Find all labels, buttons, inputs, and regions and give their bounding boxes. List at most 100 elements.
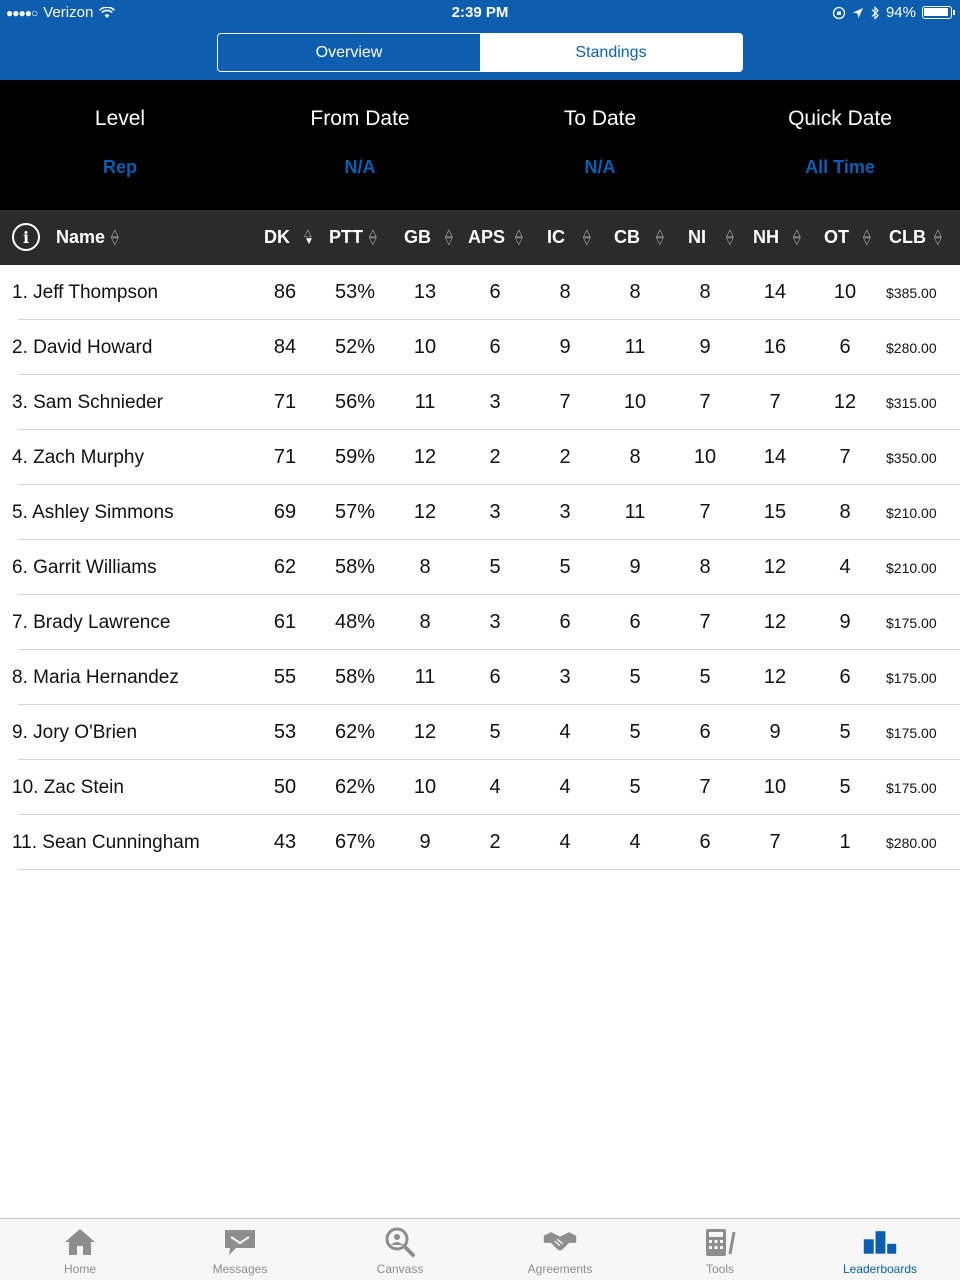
column-label: GB <box>404 227 431 247</box>
cell-ic: 7 <box>559 391 571 413</box>
table-row[interactable]: 4. Zach Murphy 71 59% 12 2 2 8 10 14 7 $… <box>0 430 960 485</box>
cell-nh: 7 <box>769 391 781 413</box>
table-row[interactable]: 7. Brady Lawrence 61 48% 8 3 6 6 7 12 9 … <box>0 595 960 650</box>
cell-ot: 7 <box>839 446 851 468</box>
cell-nh: 16 <box>763 336 787 358</box>
filter-value[interactable]: Rep <box>102 157 137 177</box>
rep-name: 6. Garrit Williams <box>12 556 157 578</box>
column-header-name[interactable]: Name △ ▽ <box>56 210 119 265</box>
agreements-icon <box>542 1225 578 1259</box>
leaderboards-icon <box>862 1225 898 1259</box>
cell-cb: 5 <box>629 776 641 798</box>
cell-nh: 14 <box>763 446 787 468</box>
tab-agreements[interactable]: Agreements <box>480 1219 640 1280</box>
cell-nh: 10 <box>763 776 787 798</box>
filter-value[interactable]: N/A <box>344 157 376 177</box>
table-row[interactable]: 2. David Howard 84 52% 10 6 9 11 9 16 6 … <box>0 320 960 375</box>
cell-nh: 12 <box>763 666 787 688</box>
cell-ic: 3 <box>559 666 571 688</box>
column-header-ot[interactable]: OT △ ▽ <box>824 210 871 265</box>
tab-bar: Home Messages Canvass Agre <box>0 1218 960 1280</box>
tab-tools[interactable]: Tools <box>640 1219 800 1280</box>
cell-clb: $210.00 <box>886 504 937 521</box>
cell-clb: $280.00 <box>886 834 937 851</box>
signal-strength: ●●●●○ <box>6 5 38 20</box>
rep-name: 5. Ashley Simmons <box>12 501 174 523</box>
table-row[interactable]: 6. Garrit Williams 62 58% 8 5 5 9 8 12 4… <box>0 540 960 595</box>
cell-cb: 9 <box>629 556 641 578</box>
tab-leaderboards[interactable]: Leaderboards <box>800 1219 960 1280</box>
rep-name: 4. Zach Murphy <box>12 446 144 468</box>
table-row[interactable]: 8. Maria Hernandez 55 58% 11 6 3 5 5 12 … <box>0 650 960 705</box>
tab-home[interactable]: Home <box>0 1219 160 1280</box>
cell-ni: 7 <box>699 501 711 523</box>
cell-ic: 3 <box>559 501 571 523</box>
cell-nh: 12 <box>763 611 787 633</box>
filter-value[interactable]: N/A <box>584 157 616 177</box>
table-row[interactable]: 5. Ashley Simmons 69 57% 12 3 3 11 7 15 … <box>0 485 960 540</box>
column-label: Name <box>56 227 106 247</box>
cell-ic: 8 <box>559 281 571 303</box>
table-row[interactable]: 3. Sam Schnieder 71 56% 11 3 7 10 7 7 12… <box>0 375 960 430</box>
filter-from-date[interactable]: From Date N/A <box>240 80 480 210</box>
column-header-aps[interactable]: APS △ ▽ <box>468 210 523 265</box>
column-header-ic[interactable]: IC △ ▽ <box>547 210 591 265</box>
cell-clb: $385.00 <box>886 284 937 301</box>
rep-name: 7. Brady Lawrence <box>12 611 171 633</box>
filter-level[interactable]: Level Rep <box>0 80 240 210</box>
table-row[interactable]: 9. Jory O'Brien 53 62% 12 5 4 5 6 9 5 $1… <box>0 705 960 760</box>
orientation-lock-icon <box>832 6 846 19</box>
tab-canvass[interactable]: Canvass <box>320 1219 480 1280</box>
cell-aps: 2 <box>489 446 501 468</box>
cell-ni: 9 <box>699 336 711 358</box>
cell-cb: 8 <box>629 281 641 303</box>
cell-cb: 5 <box>629 721 641 743</box>
cell-ot: 4 <box>839 556 851 578</box>
cell-dk: 43 <box>273 831 297 853</box>
tab-label: Canvass <box>376 1262 424 1276</box>
cell-ot: 12 <box>833 391 857 413</box>
sort-icon: △ ▽ <box>583 227 591 247</box>
cell-ni: 7 <box>699 776 711 798</box>
sort-icon: △ ▽ <box>793 227 801 247</box>
column-header-nh[interactable]: NH △ ▽ <box>753 210 801 265</box>
cell-clb: $175.00 <box>886 614 937 631</box>
column-header-ptt[interactable]: PTT △ ▽ <box>329 210 377 265</box>
cell-cb: 5 <box>629 666 641 688</box>
cell-cb: 4 <box>629 831 641 853</box>
cell-gb: 11 <box>414 391 436 413</box>
cell-clb: $175.00 <box>886 669 937 686</box>
segment-overview[interactable]: Overview <box>218 34 480 71</box>
rep-name: 1. Jeff Thompson <box>12 281 159 303</box>
cell-gb: 12 <box>413 446 437 468</box>
table-row[interactable]: 10. Zac Stein 50 62% 10 4 4 5 7 10 5 $17… <box>0 760 960 815</box>
cell-ni: 7 <box>699 391 711 413</box>
cell-cb: 10 <box>623 391 647 413</box>
filter-value[interactable]: All Time <box>805 157 875 177</box>
filter-label: To Date <box>563 107 637 130</box>
column-header-gb[interactable]: GB △ ▽ <box>404 210 453 265</box>
cell-aps: 4 <box>489 776 501 798</box>
tab-messages[interactable]: Messages <box>160 1219 320 1280</box>
table-row[interactable]: 11. Sean Cunningham 43 67% 9 2 4 4 6 7 1… <box>0 815 960 870</box>
cell-ic: 2 <box>559 446 571 468</box>
cell-gb: 10 <box>413 336 437 358</box>
filter-to-date[interactable]: To Date N/A <box>480 80 720 210</box>
cell-gb: 8 <box>419 611 431 633</box>
column-label: PTT <box>329 227 363 247</box>
cell-clb: $175.00 <box>886 724 937 741</box>
column-header-ni[interactable]: NI △ ▽ <box>688 210 734 265</box>
column-header-clb[interactable]: CLB △ ▽ <box>889 210 942 265</box>
sort-icon: △ ▽ <box>863 227 871 247</box>
cell-ot: 9 <box>839 611 851 633</box>
info-icon[interactable]: i <box>12 223 40 251</box>
sort-icon: △ ▽ <box>726 227 734 247</box>
cell-ni: 8 <box>699 556 711 578</box>
column-header-cb[interactable]: CB △ ▽ <box>614 210 664 265</box>
battery-icon <box>922 6 955 19</box>
column-header-dk[interactable]: DK △ ▼ <box>264 210 314 265</box>
cell-ptt: 58% <box>334 556 376 578</box>
segment-standings[interactable]: Standings <box>480 34 742 71</box>
table-row[interactable]: 1. Jeff Thompson 86 53% 13 6 8 8 8 14 10… <box>0 265 960 320</box>
filter-quick-date[interactable]: Quick Date All Time <box>720 80 960 210</box>
